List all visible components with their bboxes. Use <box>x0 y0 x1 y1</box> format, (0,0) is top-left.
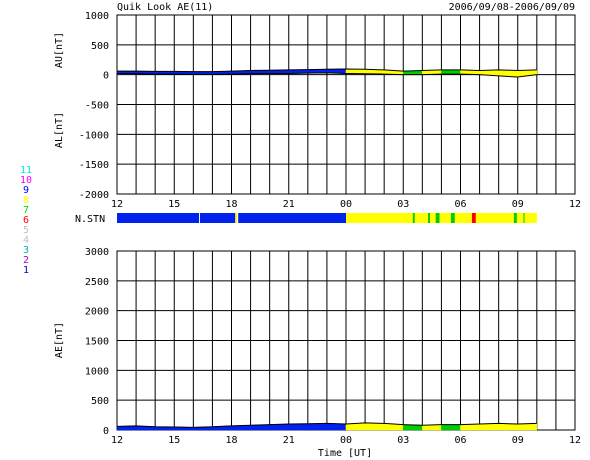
station-count-segment <box>117 213 200 223</box>
station-legend-entry: 6 <box>23 215 29 226</box>
au-series-line <box>117 68 537 73</box>
station-count-segment <box>200 213 236 223</box>
station-count-segment <box>523 213 525 223</box>
y-tick-label: 0 <box>103 71 109 82</box>
station-legend-entry: 5 <box>23 225 29 236</box>
x-tick-label: 03 <box>397 199 409 210</box>
station-legend-entry: 8 <box>23 195 29 206</box>
station-legend-entry: 1 <box>23 265 29 276</box>
station-legend-entry: 3 <box>23 245 29 256</box>
au-ylabel: AU[nT] <box>54 32 65 68</box>
station-legend-entry: 9 <box>23 185 29 196</box>
y-tick-label: -1000 <box>79 130 109 141</box>
plot-frame <box>116 14 576 195</box>
x-tick-label: 12 <box>111 435 123 446</box>
x-tick-label: 09 <box>512 435 524 446</box>
x-tick-label: 06 <box>454 199 466 210</box>
x-tick-label: 12 <box>111 199 123 210</box>
x-tick-label: 03 <box>397 435 409 446</box>
ae-area-segment <box>441 424 461 431</box>
x-tick-label: 18 <box>225 199 237 210</box>
nstn-label: N.STN <box>75 214 105 225</box>
station-count-segment <box>412 213 415 223</box>
y-tick-label: -2000 <box>79 190 109 201</box>
y-tick-label: 3000 <box>85 247 109 258</box>
y-tick-label: 500 <box>91 41 109 52</box>
x-tick-label: 15 <box>168 199 180 210</box>
x-tick-label: 06 <box>454 435 466 446</box>
station-legend-entry: 10 <box>20 175 32 186</box>
ae-area-segment <box>364 422 385 431</box>
ae-area-segment <box>288 423 309 431</box>
y-tick-label: 500 <box>91 396 109 407</box>
al-ylabel: AL[nT] <box>54 112 65 148</box>
x-tick-label: 21 <box>283 435 295 446</box>
x-tick-label: 09 <box>512 199 524 210</box>
station-count-segment <box>238 213 346 223</box>
station-count-segment <box>471 213 476 223</box>
ae-series-line <box>116 422 537 428</box>
al-series-line <box>116 72 537 78</box>
station-legend-entry: 7 <box>23 205 29 216</box>
au-al-band-segment <box>441 69 461 75</box>
station-legend-entry: 2 <box>23 255 29 266</box>
ae-ylabel: AE[nT] <box>54 322 65 358</box>
station-legend-entry: 4 <box>23 235 29 246</box>
x-tick-label: 18 <box>225 435 237 446</box>
x-tick-label: 12 <box>569 435 581 446</box>
x-tick-label: 00 <box>340 435 352 446</box>
y-tick-label: -500 <box>85 101 109 112</box>
chart-title: Quik Look AE(11) <box>117 2 213 13</box>
y-tick-label: 0 <box>103 426 109 437</box>
station-legend-entry: 11 <box>20 165 32 176</box>
y-tick-label: -1500 <box>79 160 109 171</box>
station-count-segment <box>435 213 440 223</box>
station-count-segment <box>346 213 537 223</box>
date-range: 2006/09/08-2006/09/09 <box>449 2 575 13</box>
x-tick-label: 00 <box>340 199 352 210</box>
station-count-strip <box>117 213 537 223</box>
y-tick-label: 2000 <box>85 307 109 318</box>
station-count-segment <box>450 213 455 223</box>
station-count-segment <box>428 213 430 223</box>
x-tick-label: 12 <box>569 199 581 210</box>
y-tick-label: 1000 <box>85 11 109 22</box>
x-tick-label: 21 <box>283 199 295 210</box>
ae-area-segment <box>307 423 328 431</box>
station-count-segment <box>235 213 238 223</box>
y-tick-label: 1000 <box>85 366 109 377</box>
y-tick-label: 2500 <box>85 277 109 288</box>
x-tick-label: 15 <box>168 435 180 446</box>
station-count-segment <box>513 213 517 223</box>
y-tick-label: 1500 <box>85 337 109 348</box>
x-axis-title: Time [UT] <box>318 448 372 459</box>
